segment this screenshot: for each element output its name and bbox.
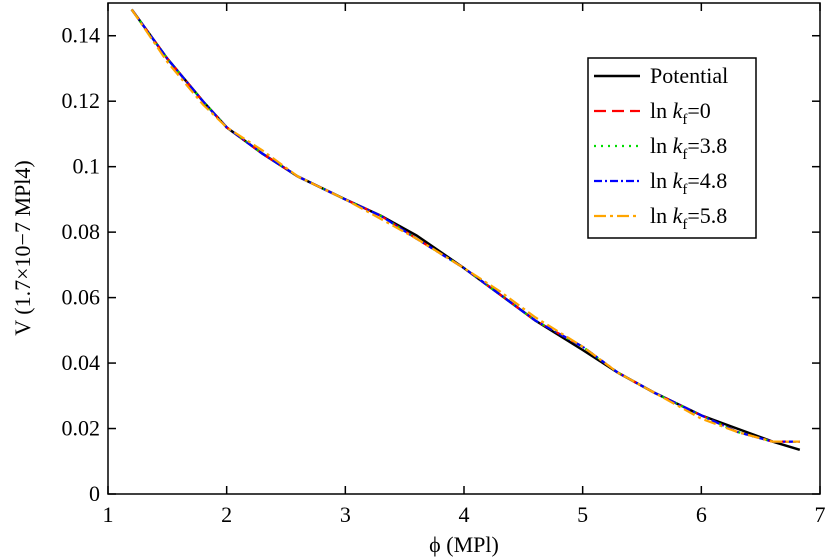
x-tick-label: 3	[340, 502, 351, 527]
legend-label: ln kf=5.8	[650, 203, 727, 233]
y-tick-label: 0.14	[62, 23, 101, 48]
y-tick-label: 0.04	[62, 350, 101, 375]
x-axis-label: ϕ (MPl)	[429, 532, 499, 557]
legend-label: ln kf=3.8	[650, 133, 727, 163]
y-tick-label: 0.08	[62, 219, 101, 244]
y-axis-label: V (1.7×10−7 MPl4)	[10, 160, 35, 335]
y-tick-label: 0	[89, 481, 100, 506]
x-tick-label: 7	[815, 502, 826, 527]
y-tick-label: 0.02	[62, 416, 101, 441]
y-tick-label: 0.12	[62, 88, 101, 113]
legend-label: Potential	[650, 63, 728, 88]
legend-box	[587, 57, 757, 239]
y-tick-label: 0.1	[73, 154, 101, 179]
x-tick-label: 2	[221, 502, 232, 527]
legend-label: ln kf=4.8	[650, 168, 727, 198]
y-tick-label: 0.06	[62, 285, 101, 310]
x-tick-label: 4	[459, 502, 470, 527]
x-tick-label: 1	[103, 502, 114, 527]
series-line	[130, 8, 800, 443]
x-tick-label: 6	[696, 502, 707, 527]
legend-label: ln kf=0	[650, 98, 711, 128]
x-tick-label: 5	[577, 502, 588, 527]
